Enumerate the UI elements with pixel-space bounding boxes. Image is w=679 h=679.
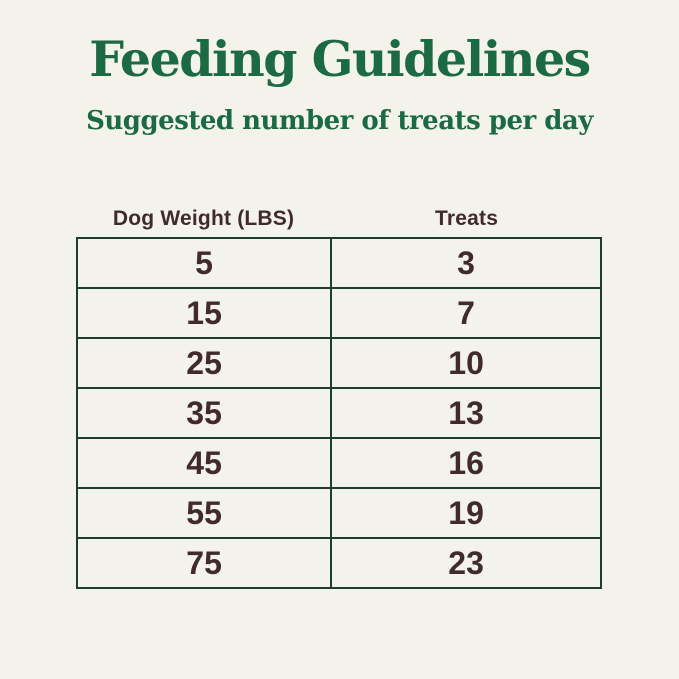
weight-cell: 5	[75, 237, 333, 289]
column-header-treats: Treats	[435, 206, 499, 230]
weight-cell: 55	[75, 487, 333, 539]
treats-cell: 10	[330, 337, 602, 389]
weight-cell: 15	[75, 287, 333, 339]
column-header-dog-weight: Dog Weight (LBS)	[112, 206, 295, 230]
treats-cell: 16	[330, 437, 602, 489]
column-headers: Dog Weight (LBS) Treats	[76, 200, 602, 237]
weight-cell: 35	[75, 387, 333, 439]
table-row: 45 16	[75, 437, 602, 489]
treats-cell: 19	[330, 487, 602, 539]
treats-cell: 13	[330, 387, 602, 439]
table-row: 15 7	[75, 287, 602, 339]
feeding-table: 5 3 15 7 25 10 35 13 45 16 55 19 75 23	[75, 237, 602, 589]
treats-cell: 3	[330, 237, 602, 289]
feeding-table-body: 5 3 15 7 25 10 35 13 45 16 55 19 75 23	[75, 237, 602, 589]
page-title: Feeding Guidelines	[89, 30, 591, 88]
table-row: 75 23	[75, 537, 602, 589]
table-row: 25 10	[75, 337, 602, 389]
table-row: 35 13	[75, 387, 602, 439]
treats-cell: 23	[330, 537, 602, 589]
feeding-table-zone: Dog Weight (LBS) Treats 5 3 15 7 25 10 35 13 45 1…	[75, 200, 602, 589]
weight-cell: 25	[75, 337, 333, 389]
weight-cell: 75	[75, 537, 333, 589]
weight-cell: 45	[75, 437, 333, 489]
page-subtitle: Suggested number of treats per day	[86, 106, 593, 136]
table-row: 55 19	[75, 487, 602, 539]
treats-cell: 7	[330, 287, 602, 339]
